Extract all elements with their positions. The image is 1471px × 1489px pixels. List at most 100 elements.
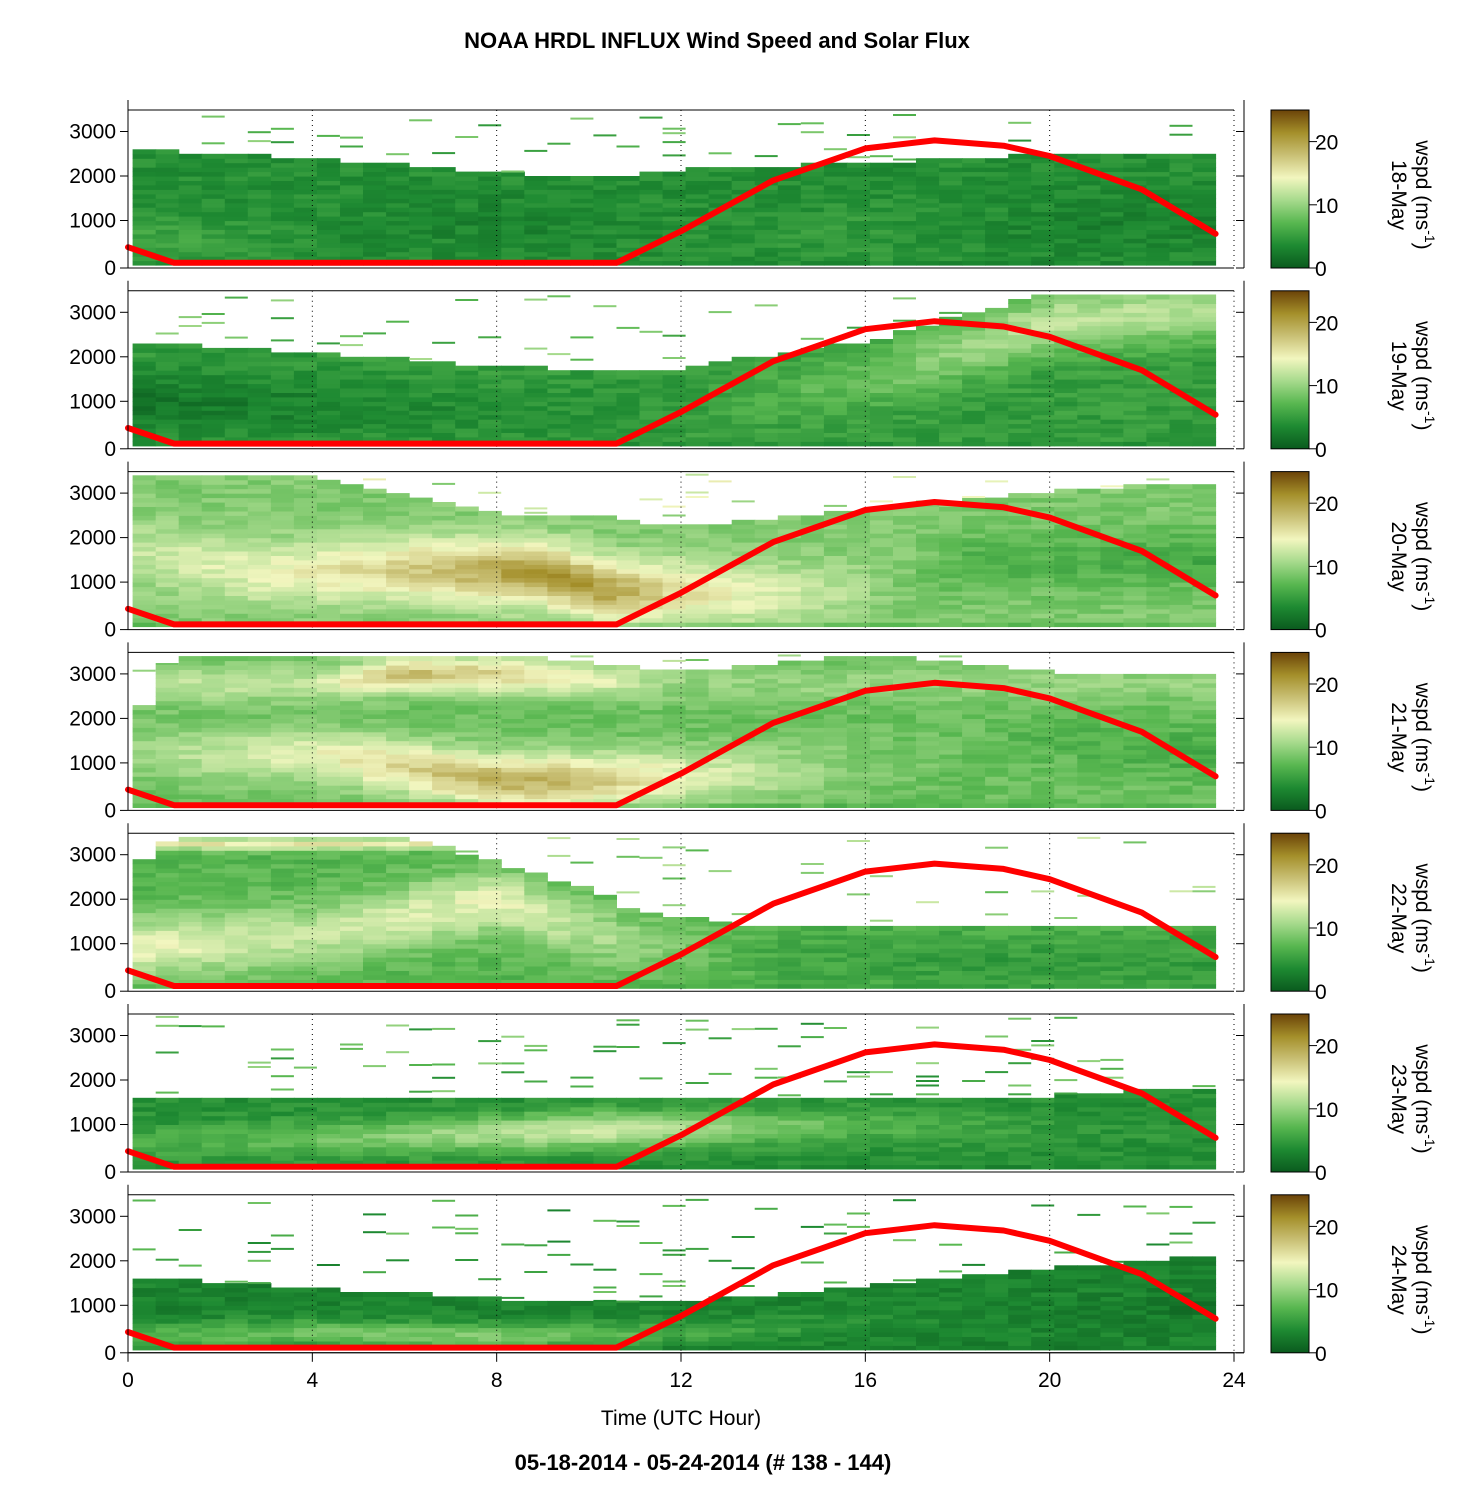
wind-speed-cell <box>132 718 157 724</box>
wind-speed-cell <box>478 546 502 552</box>
wind-speed-cell <box>201 379 226 385</box>
wind-speed-cell <box>1008 401 1032 407</box>
wind-speed-cell <box>270 370 295 376</box>
wind-speed-cell <box>916 749 940 755</box>
wind-speed-cell <box>1054 436 1078 442</box>
wind-speed-cell <box>823 608 848 614</box>
wind-speed-cell <box>593 198 617 204</box>
wind-speed-cell <box>616 599 641 605</box>
wind-speed-cell <box>708 365 733 371</box>
wind-speed-cell <box>962 325 986 331</box>
wind-speed-cell <box>1008 537 1032 543</box>
wind-speed-cell <box>386 207 410 213</box>
wind-speed-cell <box>616 789 641 795</box>
wind-speed-cell <box>293 396 318 402</box>
wind-speed-cell <box>846 238 871 244</box>
wind-speed-cell <box>985 599 1009 605</box>
wind-speed-cell <box>155 216 180 222</box>
wind-speed-cell <box>916 347 940 353</box>
wind-speed-cell <box>293 352 318 358</box>
wind-speed-cell <box>639 718 664 724</box>
wind-speed-cell <box>1054 622 1078 628</box>
wind-speed-cell <box>869 414 894 420</box>
wind-speed-cell <box>201 158 226 164</box>
wind-speed-cell <box>178 669 203 675</box>
wind-speed-cell <box>224 428 249 433</box>
wind-speed-cell <box>1192 189 1217 195</box>
wind-speed-cell <box>593 189 617 195</box>
wind-speed-cell <box>1077 216 1101 222</box>
wind-speed-cell <box>893 410 917 416</box>
wind-speed-cell <box>270 745 295 751</box>
wind-speed-cell <box>985 767 1009 773</box>
wind-speed-cell <box>363 780 387 786</box>
wind-speed-cell <box>224 780 249 786</box>
wind-speed-cell <box>1031 158 1055 164</box>
wind-speed-cell <box>1169 441 1194 447</box>
wind-speed-cell <box>639 599 664 605</box>
wind-speed-cell <box>547 238 571 244</box>
wind-speed-cell <box>155 722 180 728</box>
wind-speed-cell <box>893 794 917 800</box>
wind-speed-cell <box>316 423 341 429</box>
wind-speed-cell <box>1146 423 1170 429</box>
wind-speed-cell <box>432 656 456 662</box>
wind-speed-cell <box>1077 294 1101 300</box>
wind-speed-cell <box>962 158 986 164</box>
wind-speed-cell <box>178 202 203 208</box>
wind-speed-cell <box>616 533 641 539</box>
wind-speed-cell <box>132 754 157 759</box>
wind-speed-cell <box>224 696 249 702</box>
wind-speed-cell <box>570 537 594 543</box>
wind-speed-cell <box>916 555 940 561</box>
wind-speed-cell <box>869 617 894 623</box>
wind-speed-cell <box>386 767 410 773</box>
wind-speed-cell <box>1054 383 1078 389</box>
wind-speed-cell <box>846 705 871 711</box>
wind-speed-cell <box>270 317 294 320</box>
wind-speed-cell <box>1123 591 1147 596</box>
wind-speed-cell <box>270 392 295 398</box>
wind-speed-cell <box>708 238 733 244</box>
wind-speed-cell <box>201 211 226 217</box>
wind-speed-cell <box>201 419 226 425</box>
wind-speed-cell <box>893 114 916 116</box>
wind-speed-cell <box>662 436 687 442</box>
wind-speed-cell <box>777 564 802 570</box>
wind-speed-cell <box>939 220 963 226</box>
wind-speed-cell <box>570 251 594 257</box>
wind-speed-cell <box>916 379 940 385</box>
wind-speed-cell <box>593 577 617 583</box>
wind-speed-cell <box>639 727 664 733</box>
wind-speed-cell <box>455 171 479 177</box>
wind-speed-cell <box>340 537 364 543</box>
wind-speed-cell <box>570 740 594 746</box>
wind-speed-cell <box>247 762 272 768</box>
wind-speed-cell <box>593 582 617 588</box>
wind-speed-cell <box>893 754 917 759</box>
wind-speed-cell <box>1169 586 1194 592</box>
wind-speed-cell <box>800 745 825 751</box>
wind-speed-cell <box>432 714 456 719</box>
wind-speed-cell <box>570 374 594 380</box>
wind-speed-cell <box>363 599 387 605</box>
wind-speed-cell <box>178 506 203 512</box>
wind-speed-cell <box>985 334 1009 340</box>
wind-speed-cell <box>547 771 571 777</box>
wind-speed-cell <box>1100 211 1124 217</box>
wind-speed-cell <box>432 758 456 764</box>
wind-speed-cell <box>224 709 249 715</box>
wind-speed-cell <box>570 673 594 679</box>
wind-speed-cell <box>524 691 548 697</box>
wind-speed-cell <box>1100 573 1124 579</box>
wind-speed-cell <box>1169 303 1194 309</box>
wind-speed-cell <box>293 379 318 385</box>
wind-speed-cell <box>1031 356 1055 362</box>
wind-speed-cell <box>962 220 986 226</box>
wind-speed-cell <box>132 211 157 217</box>
wind-speed-cell <box>1100 559 1124 565</box>
wind-speed-cell <box>547 727 571 733</box>
wind-speed-cell <box>916 405 940 411</box>
wind-speed-cell <box>155 352 180 358</box>
